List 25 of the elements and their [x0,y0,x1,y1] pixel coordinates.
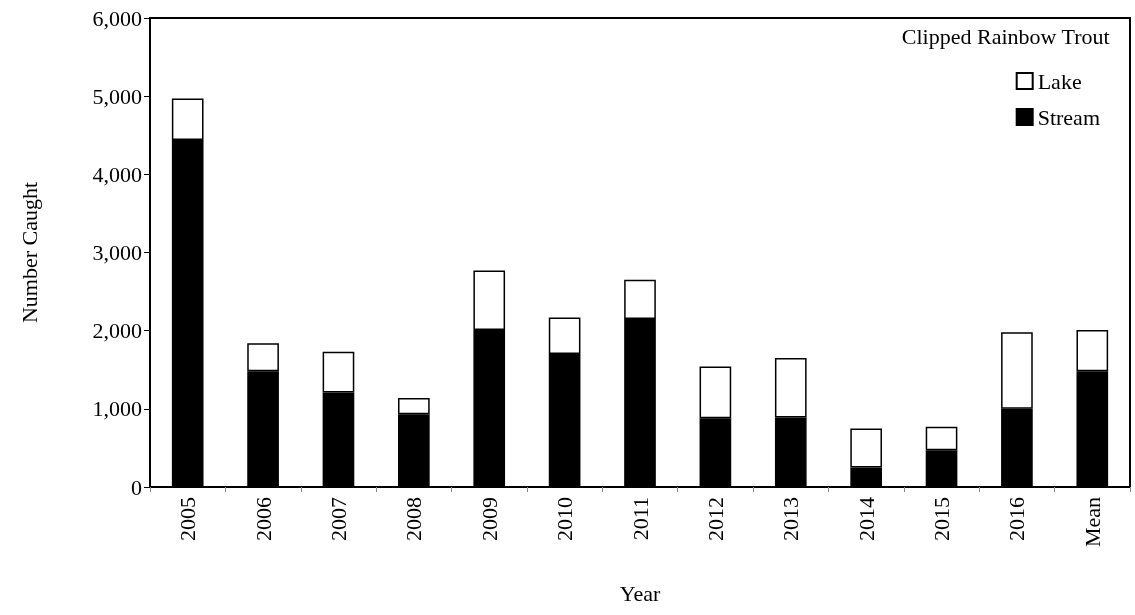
y-tick-label: 0 [131,474,142,500]
x-tick-label: 2013 [778,497,804,541]
x-tick-label: 2008 [401,497,427,541]
y-axis-title: Number Caught [16,181,42,324]
y-tick-label: 2,000 [92,318,142,344]
legend-label: Stream [1037,104,1101,130]
x-tick-label: 2011 [627,497,653,541]
y-tick-label: 3,000 [92,240,142,265]
x-tick-label: 2007 [325,497,351,541]
legend-label: Lake [1037,68,1082,94]
x-axis-title: Year [619,580,661,606]
x-tick-label: 2006 [250,497,276,541]
legend-title: Clipped Rainbow Trout [901,23,1110,49]
x-tick-label: 2014 [853,497,879,541]
y-tick-label: 4,000 [92,161,142,187]
x-tick-label: 2016 [1004,497,1030,541]
y-tick-label: 5,000 [92,83,142,109]
x-tick-label: Mean [1079,497,1105,548]
x-tick-label: 2009 [476,497,502,541]
x-tick-label: 2005 [175,497,201,541]
y-tick-label: 6,000 [92,5,142,31]
x-tick-label: 2015 [929,497,955,541]
x-tick-label: 2010 [552,497,578,541]
x-tick-label: 2012 [702,497,728,541]
y-tick-label: 1,000 [92,396,142,422]
